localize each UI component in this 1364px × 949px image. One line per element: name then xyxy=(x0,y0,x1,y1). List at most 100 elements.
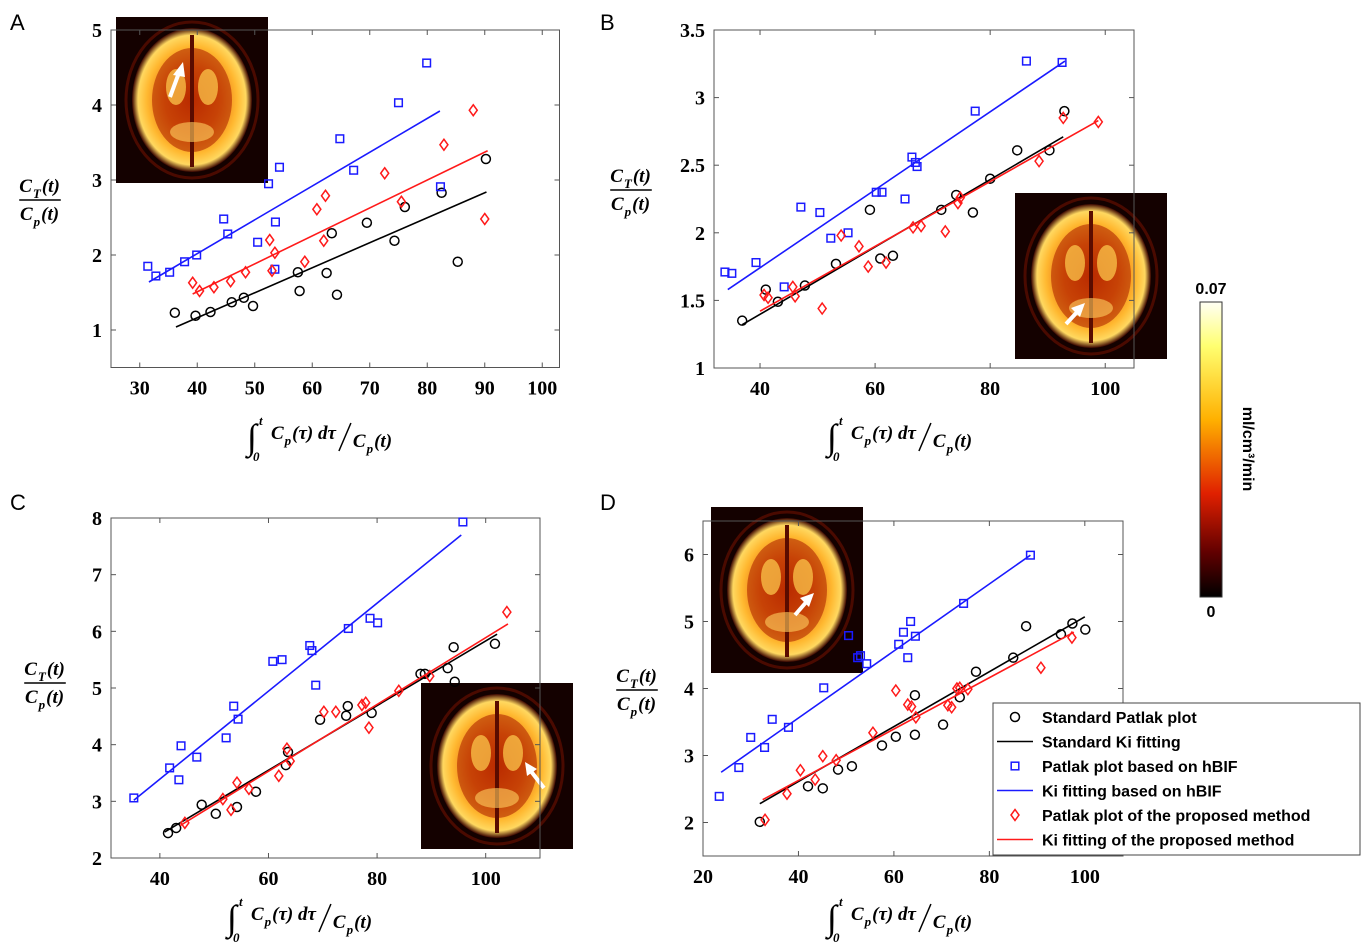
y-tick-label: 3 xyxy=(92,791,102,813)
label-text: (t) xyxy=(47,659,65,680)
point xyxy=(891,732,900,741)
x-tick-label: 40 xyxy=(750,378,770,400)
y-tick-label: 4 xyxy=(92,95,102,117)
brain-inset xyxy=(711,507,863,673)
point xyxy=(211,809,220,818)
point xyxy=(818,784,827,793)
point xyxy=(381,168,389,179)
slash xyxy=(919,904,931,932)
point xyxy=(735,764,743,772)
point xyxy=(904,654,912,662)
label-text: (t) xyxy=(633,166,651,187)
y-tick-label: 6 xyxy=(684,545,694,567)
label-text: C xyxy=(20,204,33,225)
point xyxy=(863,660,871,668)
point xyxy=(818,303,826,314)
point xyxy=(390,236,399,245)
x-tick-label: 50 xyxy=(245,378,265,400)
point xyxy=(312,681,320,689)
label-subscript: T xyxy=(630,676,639,691)
x-tick-label: 90 xyxy=(475,378,495,400)
point xyxy=(904,699,912,710)
label-subscript: T xyxy=(33,186,42,201)
label-text: (τ) dτ xyxy=(272,904,316,925)
label-subscript: p xyxy=(946,441,954,456)
point xyxy=(469,105,477,116)
numerator: CT(t) xyxy=(19,176,60,201)
label-subscript: T xyxy=(624,176,633,191)
point xyxy=(910,691,919,700)
point xyxy=(278,656,286,664)
point xyxy=(968,208,977,217)
point xyxy=(796,765,804,776)
colorbar xyxy=(1200,302,1222,597)
y-tick-label: 3 xyxy=(684,746,694,768)
point xyxy=(327,229,336,238)
x-tick-label: 80 xyxy=(979,866,999,888)
label-text: C xyxy=(25,687,38,708)
y-tick-label: 5 xyxy=(92,678,102,700)
point xyxy=(362,697,370,708)
y-axis-label: CT(t)Cp(t) xyxy=(616,666,658,719)
point xyxy=(948,702,956,713)
label-text: C xyxy=(616,666,629,687)
integral-upper: t xyxy=(839,413,843,428)
label-subscript: p xyxy=(366,441,374,456)
label-text: (τ) dτ xyxy=(872,904,916,925)
label-text: C xyxy=(851,423,864,444)
point xyxy=(939,720,948,729)
y-tick-label: 7 xyxy=(92,565,102,587)
y-tick-label: 4 xyxy=(684,679,694,701)
point xyxy=(910,730,919,739)
fit-line xyxy=(176,192,487,327)
x-tick-label: 60 xyxy=(884,866,904,888)
point xyxy=(366,615,374,623)
label-subscript: p xyxy=(624,204,632,219)
x-tick-label: 80 xyxy=(417,378,437,400)
point xyxy=(177,742,185,750)
point xyxy=(761,814,769,825)
x-tick-label: 100 xyxy=(1070,866,1100,888)
point xyxy=(269,658,277,666)
x-tick-label: 20 xyxy=(693,866,713,888)
label-text: (t) xyxy=(954,912,972,933)
y-tick-label: 2 xyxy=(92,245,102,267)
label-text: C xyxy=(611,194,624,215)
legend-label: Ki fitting based on hBIF xyxy=(1042,784,1222,801)
point xyxy=(362,218,371,227)
label-text: (t) xyxy=(632,194,650,215)
label-subscript: p xyxy=(38,697,46,712)
point xyxy=(490,639,499,648)
y-tick-label: 3 xyxy=(92,170,102,192)
point xyxy=(397,196,405,207)
x-axis-label: ∫t0Cp(τ) dτCp(t) xyxy=(825,413,972,464)
point xyxy=(275,770,283,781)
integral-upper: t xyxy=(239,894,243,909)
figure: A3040506070809010012345CT(t)Cp(t)∫t0Cp(τ… xyxy=(0,0,1364,949)
y-tick-label: 4 xyxy=(92,735,102,757)
colorbar-tick-label: 0 xyxy=(1207,604,1216,621)
label-subscript: p xyxy=(864,433,872,448)
point xyxy=(1022,622,1031,631)
x-axis-label: ∫t0Cp(τ) dτCp(t) xyxy=(225,894,372,945)
point xyxy=(780,283,788,291)
y-tick-label: 2.5 xyxy=(680,155,705,177)
panel: A3040506070809010012345CT(t)Cp(t)∫t0Cp(τ… xyxy=(10,10,560,464)
label-subscript: p xyxy=(946,922,954,937)
point xyxy=(332,290,341,299)
point xyxy=(747,734,755,742)
integral-upper: t xyxy=(839,894,843,909)
point xyxy=(249,302,258,311)
legend-label: Standard Patlak plot xyxy=(1042,710,1197,727)
point xyxy=(877,741,886,750)
point xyxy=(423,59,431,67)
point xyxy=(295,287,304,296)
point xyxy=(276,163,284,171)
point xyxy=(395,99,403,107)
label-text: (τ) dτ xyxy=(292,423,336,444)
integral-upper: t xyxy=(259,413,263,428)
